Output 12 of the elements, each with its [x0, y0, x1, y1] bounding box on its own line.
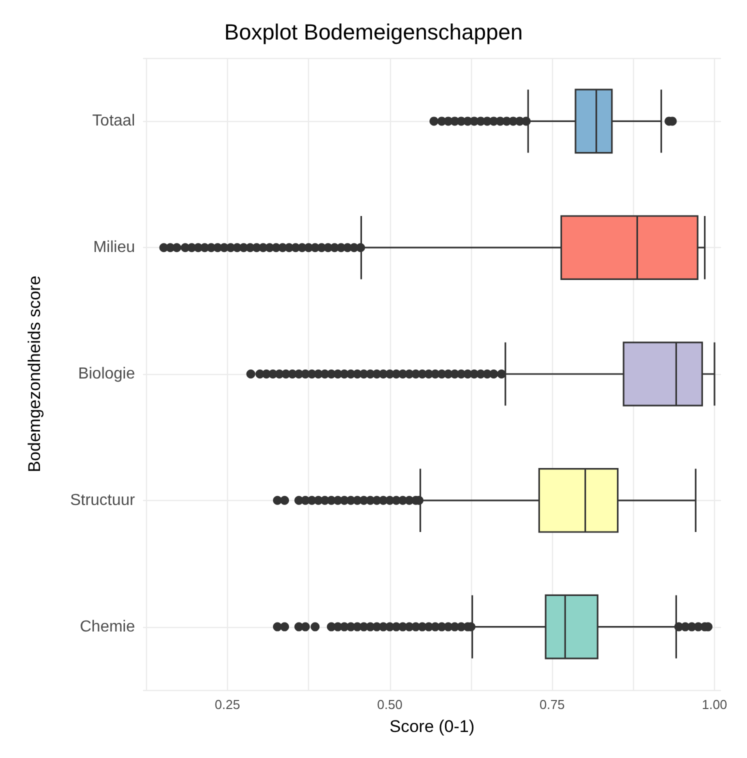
y-tick-label: Chemie [80, 618, 136, 636]
y-tick-label: Totaal [92, 112, 135, 130]
y-tick-label: Structuur [70, 492, 136, 509]
chart-title: Boxplot Bodemeigenschappen [224, 20, 523, 44]
x-axis-title: Score (0-1) [389, 717, 475, 736]
y-tick-label: Biologie [78, 366, 136, 382]
x-tick-label: 0.75 [539, 697, 565, 712]
x-tick-label: 1.00 [702, 697, 728, 712]
y-axis-title: Bodemgezondheids score [25, 276, 44, 472]
y-tick-label: Milieu [93, 239, 135, 256]
x-tick-label: 0.25 [214, 697, 240, 712]
x-tick-label: 0.50 [377, 697, 402, 712]
